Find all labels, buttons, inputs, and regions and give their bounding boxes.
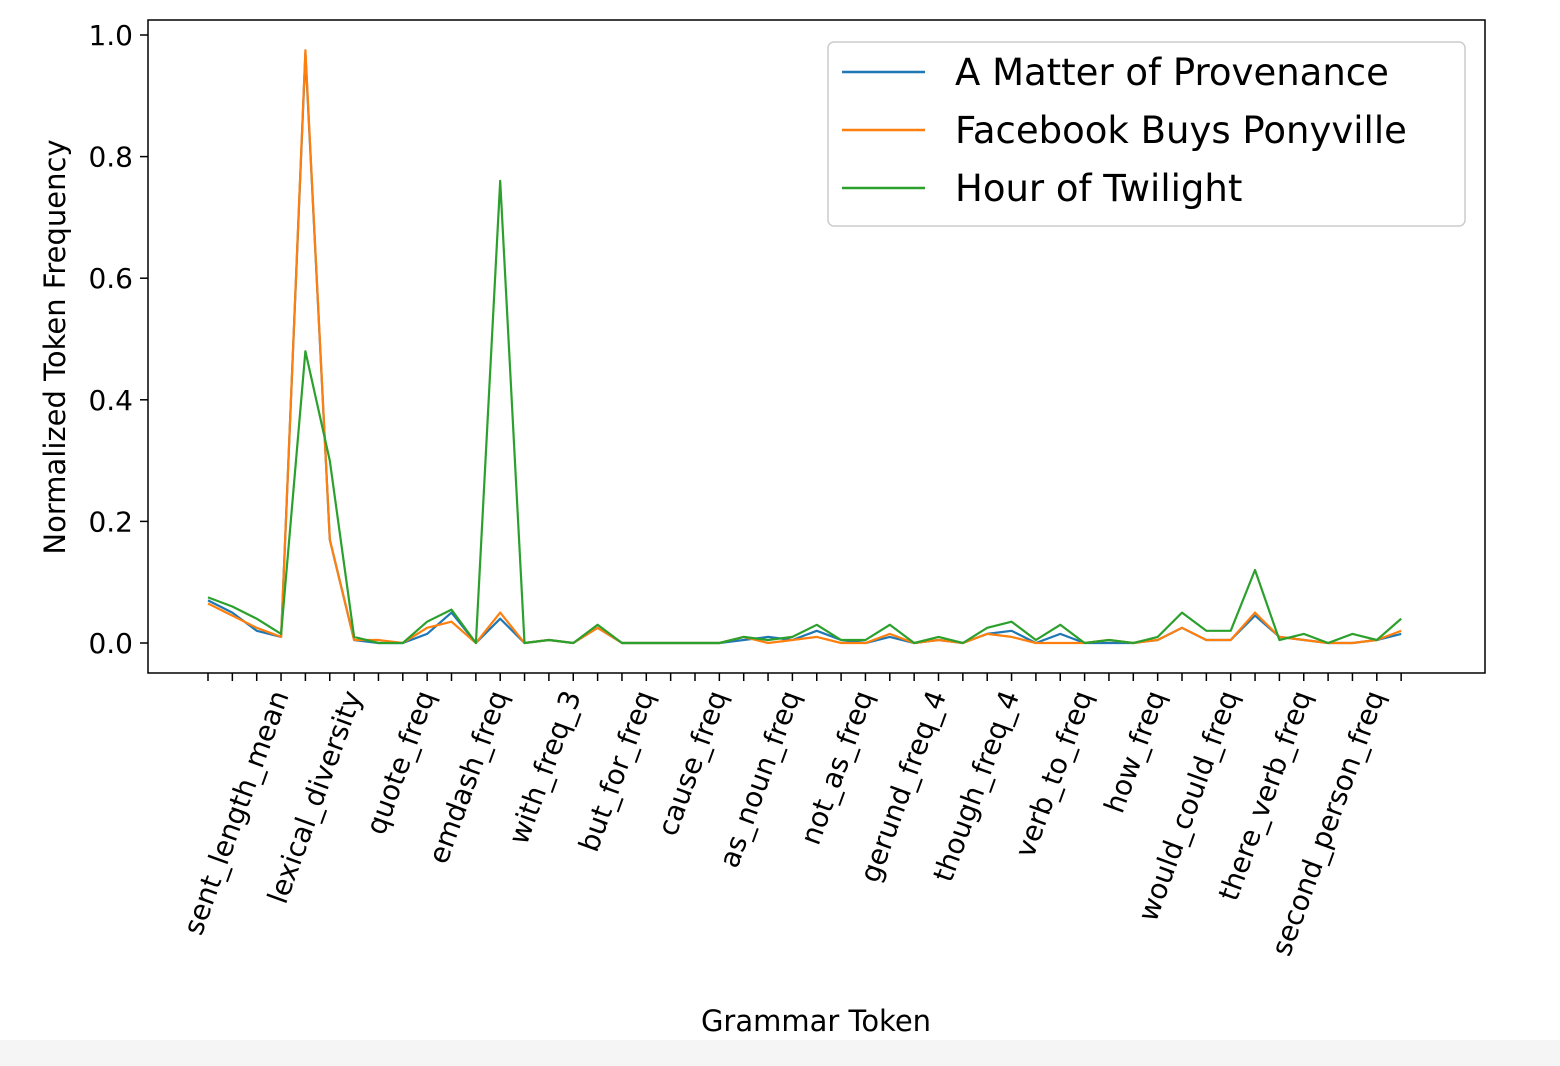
- x-axis: sent_length_meanlexical_diversityquote_f…: [177, 673, 1402, 960]
- x-tick-label: with_freq_3: [502, 686, 588, 849]
- x-tick-label: quote_freq: [359, 686, 442, 839]
- y-tick-label: 0.8: [88, 141, 133, 174]
- x-tick-label: verb_to_freq: [1008, 686, 1099, 862]
- y-tick-label: 0.6: [88, 262, 133, 295]
- y-tick-label: 0.2: [88, 505, 133, 538]
- x-tick-label: but_for_freq: [572, 686, 661, 856]
- y-axis-label: Normalized Token Frequency: [38, 139, 72, 554]
- legend-label-2: Facebook Buys Ponyville: [955, 109, 1407, 152]
- y-axis: 0.0 0.2 0.4 0.6 0.8 1.0: [88, 19, 148, 660]
- legend-label-3: Hour of Twilight: [955, 167, 1242, 210]
- x-axis-label: Grammar Token: [701, 1004, 931, 1038]
- legend: A Matter of Provenance Facebook Buys Pony…: [827, 41, 1466, 227]
- y-tick-label: 0.0: [88, 627, 133, 660]
- x-tick-label: cause_freq: [651, 686, 734, 840]
- y-tick-label: 0.4: [88, 384, 133, 417]
- legend-frame: [827, 41, 1466, 227]
- series-line-3: [207, 179, 1402, 645]
- x-tick-label: not_as_freq: [794, 686, 880, 849]
- series-lines: [207, 49, 1402, 645]
- x-tick-label: how_freq: [1098, 686, 1173, 817]
- y-tick-label: 1.0: [88, 19, 133, 52]
- legend-label-1: A Matter of Provenance: [955, 51, 1389, 94]
- window-bottom-strip: [0, 1040, 1560, 1066]
